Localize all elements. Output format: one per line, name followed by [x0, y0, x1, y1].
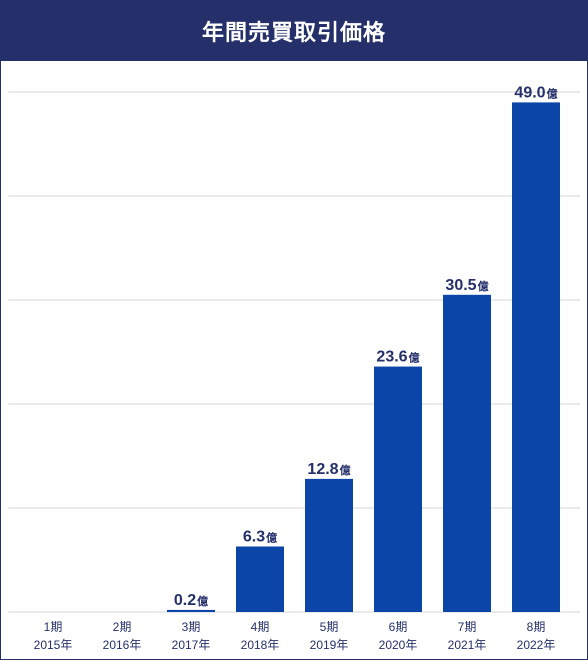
x-tick-label-period: 8期 — [527, 620, 546, 634]
bar — [167, 609, 215, 612]
x-tick-label-period: 6期 — [389, 620, 408, 634]
x-tick-label-year: 2017年 — [172, 638, 211, 652]
x-tick-label-year: 2018年 — [241, 638, 280, 652]
x-tick-label-year: 2015年 — [34, 638, 73, 652]
data-label: 12.8億 — [307, 461, 350, 478]
x-tick-label-period: 3期 — [182, 620, 201, 634]
x-tick-label-year: 2019年 — [310, 638, 349, 652]
data-label: 6.3億 — [243, 528, 277, 545]
data-label: 23.6億 — [376, 349, 419, 366]
x-tick-label-year: 2020年 — [379, 638, 418, 652]
data-label: 49.0億 — [514, 84, 557, 101]
x-tick-label-period: 1期 — [44, 620, 63, 634]
x-tick-label-period: 2期 — [113, 620, 132, 634]
bar — [374, 366, 422, 612]
x-tick-label-period: 4期 — [251, 620, 270, 634]
bar — [443, 294, 491, 612]
bar — [305, 478, 353, 612]
x-tick-label-period: 7期 — [458, 620, 477, 634]
x-tick-label-year: 2016年 — [103, 638, 142, 652]
data-label: 30.5億 — [445, 277, 488, 294]
chart-title: 年間売買取引価格 — [1, 1, 587, 61]
x-tick-label-period: 5期 — [320, 620, 339, 634]
bar — [236, 546, 284, 612]
x-tick-label-year: 2021年 — [448, 638, 487, 652]
bar — [512, 102, 560, 613]
data-label: 0.2億 — [174, 592, 208, 609]
x-tick-label-year: 2022年 — [517, 638, 556, 652]
